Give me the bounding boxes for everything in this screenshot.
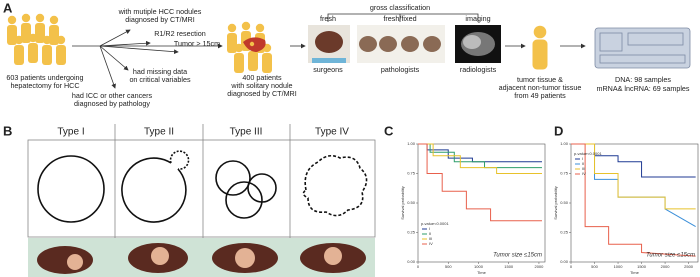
y-tick-label: 0.00: [560, 259, 569, 264]
panel-label: B: [3, 123, 12, 138]
type-header: Type I: [57, 127, 84, 138]
type-header: Type II: [144, 127, 174, 138]
p-value: p-value<0.0001: [574, 151, 602, 156]
survival-curve: [571, 143, 696, 257]
panel-b-layout: [27, 124, 376, 277]
x-tick-label: 500: [445, 264, 452, 269]
panel-label: C: [384, 123, 394, 138]
exclusion-text: with mutiple HCC nodules: [118, 7, 202, 16]
y-tick-label: 0.00: [407, 259, 416, 264]
source-title: fresh: [320, 14, 336, 23]
y-tick-label: 1.00: [560, 141, 569, 146]
source-title: imaging: [465, 14, 490, 23]
panel-label: D: [554, 123, 563, 138]
exclusion-text: diagnosed by pathology: [74, 99, 150, 108]
exclusion-text: had missing data: [133, 67, 187, 76]
legend-label: II: [429, 231, 431, 236]
x-tick-label: 1500: [637, 264, 647, 269]
survival-curve: [571, 143, 696, 210]
y-tick-label: 0.75: [560, 171, 569, 176]
survival-curve: [571, 143, 696, 178]
tissue-text: tumor tissue &: [517, 75, 563, 84]
y-tick-label: 0.50: [407, 200, 416, 205]
legend-label: I: [429, 226, 430, 231]
x-tick-label: 2000: [534, 264, 544, 269]
x-tick-label: 2500: [684, 264, 694, 269]
p-value: p-value<0.0001: [421, 221, 449, 226]
type-header: Type IV: [315, 127, 349, 138]
survival-curve: [418, 143, 542, 222]
size-note: Tumor size ≤15cm: [646, 253, 695, 259]
exclusion-text: Tumor > 15cm: [174, 39, 220, 48]
y-tick-label: 0.75: [407, 171, 416, 176]
legend-label: II: [582, 161, 584, 166]
cohort-text: with solitary nodule: [230, 81, 292, 90]
y-axis-label: Survival probability: [553, 186, 558, 220]
x-tick-label: 0: [417, 264, 420, 269]
y-tick-label: 0.25: [560, 230, 569, 235]
legend-label: IV: [429, 241, 433, 246]
classification: gross classification: [370, 3, 430, 12]
tissue-text: adjacent non-tumor tissue: [499, 83, 582, 92]
source-reader: radiologists: [460, 65, 497, 74]
panel-a-layout: [7, 13, 691, 89]
sample-text: mRNA& lncRNA: 69 samples: [596, 84, 689, 93]
survival-curve: [418, 143, 542, 169]
y-tick-label: 1.00: [407, 141, 416, 146]
source-reader: pathologists: [381, 65, 420, 74]
y-tick-label: 0.50: [560, 200, 569, 205]
exclusion-text: had ICC or other cancers: [72, 91, 153, 100]
legend-label: III: [582, 166, 585, 171]
survival-curve: [418, 143, 542, 174]
source-title: fresh/fixed: [383, 14, 416, 23]
sample-text: DNA: 98 samples: [615, 75, 671, 84]
x-axis-label: Time: [477, 270, 487, 275]
legend-label: III: [429, 236, 432, 241]
legend-label: I: [582, 156, 583, 161]
cohort-text: diagnosed by CT/MRI: [227, 89, 297, 98]
y-tick-label: 0.25: [407, 230, 416, 235]
x-tick-label: 1500: [504, 264, 514, 269]
x-tick-label: 500: [591, 264, 598, 269]
x-axis-label: Time: [630, 270, 640, 275]
survival-curve: [418, 143, 542, 163]
survival-curve: [571, 143, 696, 228]
exclusion-text: on critical variables: [129, 75, 191, 84]
panel-label: A: [3, 0, 13, 15]
source-reader: surgeons: [313, 65, 343, 74]
tissue-text: from 49 patients: [514, 91, 566, 100]
x-tick-label: 1000: [614, 264, 624, 269]
type-header: Type III: [230, 127, 263, 138]
start-text: hepatectomy for HCC: [10, 81, 79, 90]
y-axis-label: Survival probability: [400, 186, 405, 220]
x-tick-label: 0: [570, 264, 573, 269]
size-note: Tumor size ≤15cm: [493, 253, 542, 259]
exclusion-text: R1/R2 resection: [154, 29, 206, 38]
legend-label: IV: [582, 171, 586, 176]
exclusion-text: diagnosed by CT/MRI: [125, 15, 195, 24]
x-tick-label: 1000: [474, 264, 484, 269]
x-tick-label: 2000: [661, 264, 671, 269]
start-text: 603 patients undergoing: [6, 73, 83, 82]
cohort-text: 400 patients: [242, 73, 282, 82]
